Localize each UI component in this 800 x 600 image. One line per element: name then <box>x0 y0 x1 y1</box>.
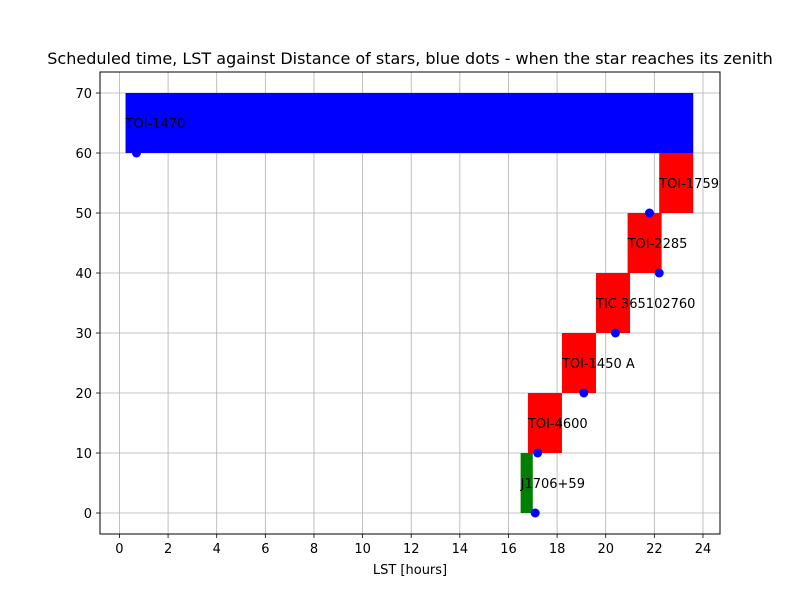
bar-label: TOI-4600 <box>527 417 588 432</box>
zenith-point <box>654 268 664 278</box>
x-tick-label: 14 <box>452 542 469 557</box>
x-tick-label: 16 <box>500 542 517 557</box>
x-tick-label: 2 <box>164 542 172 557</box>
x-tick-label: 24 <box>695 542 712 557</box>
bar-label: TIC 365102760 <box>595 297 695 312</box>
chart-title: Scheduled time, LST against Distance of … <box>47 49 772 68</box>
x-tick-label: 6 <box>261 542 269 557</box>
zenith-point <box>610 328 620 338</box>
zenith-points <box>131 148 664 518</box>
x-axis-ticks: 0 2 4 6 8 10 12 14 16 18 20 22 24 <box>115 534 711 557</box>
schedule-bar <box>125 93 694 153</box>
bar-label: TOI-1450 A <box>561 357 635 372</box>
x-tick-label: 18 <box>549 542 566 557</box>
schedule-bar <box>520 453 533 513</box>
x-tick-label: 8 <box>310 542 318 557</box>
x-tick-label: 4 <box>213 542 221 557</box>
schedule-bar <box>659 153 694 213</box>
y-tick-label: 40 <box>75 267 92 282</box>
bar-label: TOI-1759 <box>658 177 719 192</box>
y-tick-label: 0 <box>84 507 92 522</box>
y-tick-label: 60 <box>75 147 92 162</box>
y-tick-label: 10 <box>75 447 92 462</box>
bar-label: TOI-2285 <box>627 237 688 252</box>
x-tick-label: 20 <box>597 542 614 557</box>
schedule-bar <box>627 213 662 273</box>
x-axis-label: LST [hours] <box>373 563 447 578</box>
x-tick-label: 0 <box>115 542 123 557</box>
y-tick-label: 20 <box>75 387 92 402</box>
y-tick-label: 70 <box>75 87 92 102</box>
bar-labels: J1706+59 TOI-4600 TOI-1450 A TIC 365102760 T… <box>125 117 719 492</box>
x-tick-label: 10 <box>354 542 371 557</box>
zenith-point <box>579 388 589 398</box>
schedule-bar <box>527 393 562 453</box>
zenith-point <box>131 148 141 158</box>
y-tick-label: 30 <box>75 327 92 342</box>
x-tick-label: 22 <box>646 542 663 557</box>
bars <box>125 93 694 513</box>
bar-label: J1706+59 <box>520 477 585 492</box>
x-tick-label: 12 <box>403 542 420 557</box>
plot-frame <box>99 71 721 535</box>
y-tick-label: 50 <box>75 207 92 222</box>
schedule-bar <box>596 273 631 333</box>
zenith-point <box>530 508 540 518</box>
schedule-bar <box>561 333 596 393</box>
zenith-point <box>644 208 654 218</box>
bar-label: TOI-1470 <box>125 117 186 132</box>
y-axis-ticks: 0 10 20 30 40 50 60 70 <box>75 87 100 522</box>
zenith-point <box>533 448 543 458</box>
